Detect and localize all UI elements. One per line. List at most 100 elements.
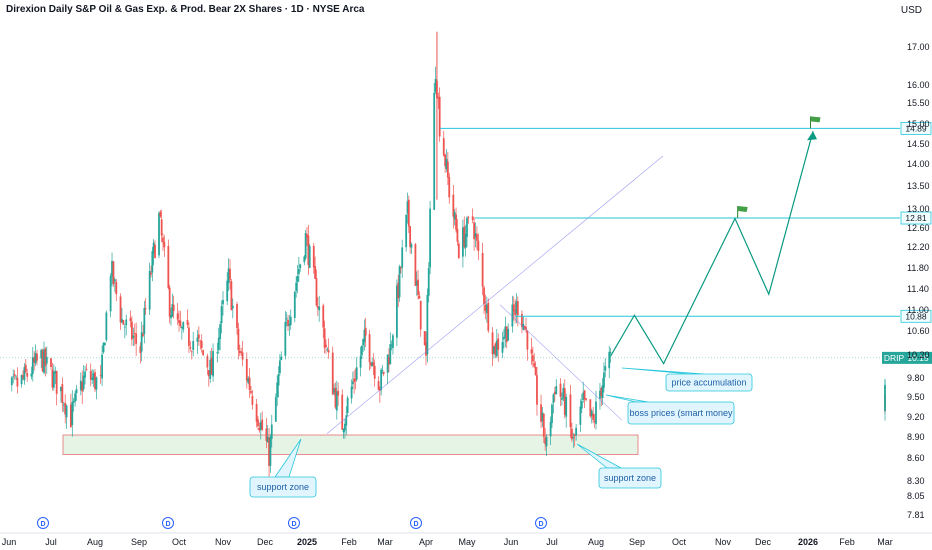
candle-body [437, 97, 440, 99]
candle-body [101, 354, 103, 379]
y-tick-label: 14.50 [907, 139, 930, 149]
candle-body [217, 337, 220, 350]
candle-body [89, 370, 92, 380]
candle-body [476, 234, 478, 241]
candle-body [61, 384, 64, 404]
candle-body [456, 229, 459, 242]
candle-body [477, 240, 480, 252]
candle-body [417, 279, 419, 296]
candle-body [121, 319, 123, 323]
candle-body [190, 351, 193, 353]
candle-body [226, 280, 229, 302]
candle-body [236, 304, 238, 328]
price-level-label: 10.88 [905, 311, 927, 321]
x-tick-label: Nov [215, 537, 232, 547]
candle-body [125, 319, 128, 326]
candle-body [295, 282, 298, 292]
candle-body [516, 301, 519, 316]
candle-body [572, 437, 575, 439]
candle-body [445, 159, 448, 169]
dividend-marker [535, 517, 547, 529]
candle-body [322, 305, 325, 328]
candle-body [381, 370, 384, 371]
candle-body [487, 303, 490, 331]
candle-body [504, 326, 507, 338]
candle-body [388, 356, 390, 365]
candle-body [182, 322, 185, 330]
candle-body [196, 337, 199, 342]
candle-body [180, 327, 183, 329]
candle-body [255, 403, 258, 422]
candle-body [334, 387, 337, 408]
x-tick-label: Apr [419, 537, 433, 547]
candle-body [542, 413, 545, 437]
dividend-marker [410, 517, 422, 529]
candle-body [13, 374, 16, 376]
candle-body [373, 365, 376, 379]
candle-body [279, 360, 281, 374]
candle-body [10, 377, 13, 386]
candle-body [284, 321, 287, 356]
candle-body [463, 226, 466, 248]
candle-body [171, 304, 174, 317]
trend-line-falling [499, 304, 623, 421]
x-tick-label: May [458, 537, 476, 547]
candle-body [471, 216, 474, 220]
candle-body [511, 304, 514, 327]
candle-body [122, 320, 125, 325]
candle-body [593, 420, 596, 422]
candle-body [92, 373, 95, 381]
x-tick-label: Jul [546, 537, 558, 547]
candle-body [515, 301, 518, 314]
candle-body [390, 345, 393, 347]
candle-body [323, 328, 326, 348]
x-tick-label: Dec [257, 537, 274, 547]
candle-body [583, 390, 586, 400]
x-tick-label: Feb [839, 537, 855, 547]
candle-body [474, 233, 477, 238]
candle-body [22, 375, 24, 378]
candle-body [491, 332, 494, 355]
candle-body [884, 389, 886, 412]
y-tick-label: 10.60 [907, 326, 930, 336]
candle-body [219, 324, 222, 339]
candle-body [240, 351, 243, 353]
candle-body [600, 387, 603, 397]
candle-body [306, 234, 308, 238]
candle-body [133, 333, 136, 334]
candle-body [562, 387, 565, 399]
candle-body [410, 244, 413, 248]
candle-body [131, 321, 133, 340]
candle-body [51, 369, 54, 388]
candle-body [466, 217, 468, 237]
candle-body [318, 306, 321, 311]
candle-body [192, 341, 195, 350]
callout-label: support zone [604, 473, 656, 483]
candle-body [397, 283, 400, 299]
candle-body [142, 334, 144, 337]
candle-body [212, 351, 214, 377]
callout-box [627, 401, 735, 425]
candle-body [69, 404, 72, 428]
candle-body [362, 339, 365, 346]
candle-body [448, 176, 451, 198]
candle-body [52, 372, 55, 388]
candle-body [326, 349, 329, 351]
candle-body [595, 401, 597, 424]
candle-body [353, 378, 356, 382]
candle-body [261, 419, 264, 430]
candle-body [207, 369, 210, 377]
candle-body [541, 412, 544, 421]
candle-body [599, 390, 601, 399]
candle-body [259, 421, 262, 430]
candle-body [197, 334, 200, 339]
candle-body [112, 261, 115, 284]
dividend-marker [37, 517, 49, 529]
candle-body [150, 272, 152, 275]
y-tick-label: 11.00 [907, 305, 929, 315]
candle-body [570, 428, 573, 440]
candle-body [41, 350, 44, 372]
callout-label: support zone [257, 482, 309, 492]
